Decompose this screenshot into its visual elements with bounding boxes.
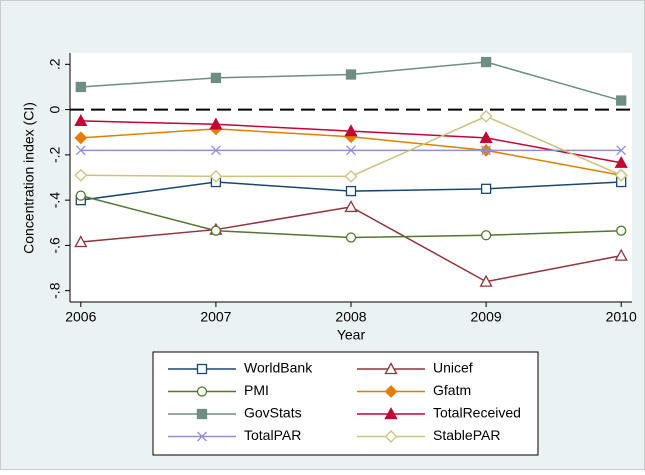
marker [210,145,221,156]
legend-marker [197,431,207,442]
legend-label: StablePAR [433,427,500,443]
x-tick-label: 2010 [606,309,637,325]
marker [74,114,88,127]
marker [480,56,492,68]
marker [614,155,628,168]
y-tick-label: -.2 [47,146,63,163]
marker [74,168,88,182]
marker [616,225,627,236]
y-axis-title: Concentration index (CI) [21,102,37,254]
legend-label: Gfatm [433,382,471,398]
marker [614,168,628,182]
marker [74,131,88,145]
marker [209,169,223,183]
marker [345,232,357,243]
marker [616,95,627,106]
x-tick-label: 2007 [200,309,231,325]
marker [480,230,492,241]
marker [479,109,493,123]
marker [614,248,628,261]
marker [75,145,86,156]
y-tick-label: .2 [47,58,63,70]
marker [74,235,88,248]
legend-label: Unicef [433,360,473,376]
legend-marker [196,386,208,397]
y-tick-label: 0 [47,105,63,113]
marker [616,145,627,156]
legend-marker [384,407,398,420]
marker [345,185,357,197]
y-tick-label: -.4 [47,192,63,209]
legend-label: PMI [244,382,269,398]
marker [75,81,86,93]
marker [479,274,493,287]
legend-label: TotalReceived [433,405,521,421]
marker [480,183,492,194]
marker [344,200,358,213]
y-tick-label: -.6 [47,237,63,254]
x-tick-label: 2008 [335,309,366,325]
x-axis-title: Year [337,327,366,343]
marker [75,190,86,201]
marker [209,117,223,130]
y-tick-label: -.8 [47,282,63,299]
marker [210,225,222,236]
marker [479,131,493,144]
legend-marker [384,385,398,398]
legend-label: GovStats [244,405,302,421]
legend-label: WorldBank [244,360,313,376]
marker [344,169,358,183]
marker [210,72,222,84]
marker [346,145,356,156]
legend-marker [384,362,398,375]
marker [344,124,358,137]
legend-marker [196,408,208,420]
x-tick-label: 2009 [471,309,502,325]
legend-marker [196,363,208,375]
legend-marker [384,430,398,443]
legend-label: TotalPAR [244,427,301,443]
marker [345,69,357,80]
marker [481,145,492,156]
x-tick-label: 2006 [65,309,96,325]
